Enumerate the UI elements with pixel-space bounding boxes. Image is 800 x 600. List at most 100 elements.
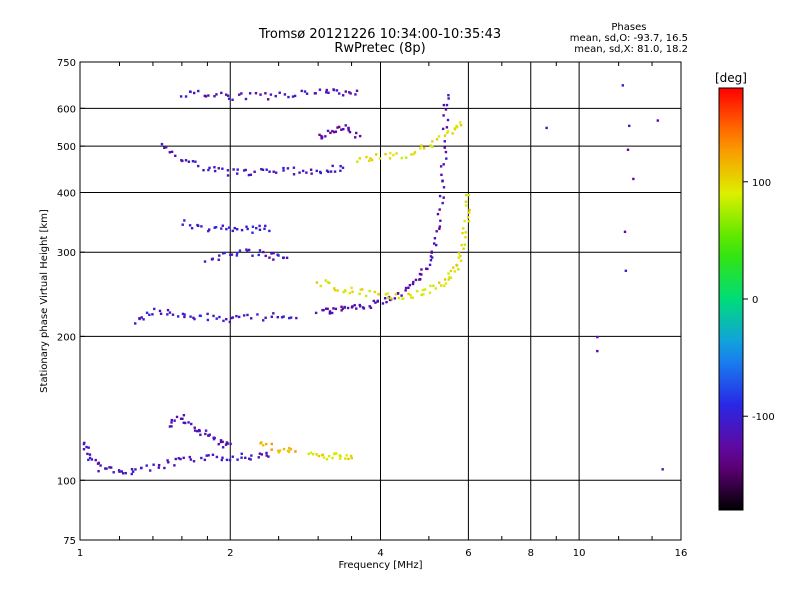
- data-point: [343, 305, 346, 309]
- data-point: [224, 443, 228, 446]
- data-point: [258, 249, 262, 252]
- data-point: [183, 219, 186, 222]
- data-point: [130, 468, 134, 471]
- data-point: [276, 315, 279, 319]
- data-point: [285, 256, 289, 260]
- data-point: [341, 307, 345, 310]
- data-point: [378, 157, 382, 160]
- data-point: [249, 458, 252, 461]
- data-point: [248, 92, 252, 95]
- data-point: [272, 170, 275, 173]
- data-point: [346, 306, 350, 310]
- data-point: [307, 452, 310, 456]
- data-point: [459, 254, 462, 258]
- data-point: [237, 315, 241, 319]
- data-point: [420, 293, 423, 297]
- data-point: [324, 279, 327, 282]
- data-point: [439, 219, 442, 222]
- data-point: [256, 313, 259, 316]
- data-point: [412, 152, 416, 156]
- data-point: [165, 146, 168, 149]
- data-point: [274, 171, 278, 174]
- data-point: [253, 170, 256, 173]
- data-point: [404, 289, 407, 292]
- data-point: [349, 92, 352, 95]
- data-point: [182, 421, 185, 424]
- data-point: [176, 315, 180, 318]
- data-point: [329, 170, 333, 173]
- data-point: [332, 452, 336, 456]
- data-point: [221, 252, 225, 255]
- chart-title: Tromsø 20121226 10:34:00-10:35:43: [258, 27, 502, 42]
- data-point: [179, 95, 183, 98]
- data-point: [170, 418, 174, 422]
- y-tick-label: 400: [57, 188, 76, 199]
- y-tick-label: 500: [57, 142, 76, 153]
- data-point: [327, 170, 330, 174]
- data-point: [467, 193, 471, 197]
- data-point: [86, 452, 89, 456]
- data-point: [228, 458, 232, 462]
- data-point: [118, 470, 121, 473]
- data-point: [320, 134, 323, 138]
- data-point: [467, 220, 471, 223]
- data-point: [422, 147, 426, 150]
- data-point: [196, 224, 200, 228]
- data-point: [340, 128, 343, 131]
- data-point: [327, 454, 331, 458]
- data-point: [163, 466, 166, 470]
- data-point: [315, 281, 319, 284]
- data-point: [355, 131, 358, 135]
- data-point: [468, 208, 471, 212]
- data-point: [227, 97, 231, 101]
- data-point: [189, 90, 192, 94]
- data-point: [265, 451, 268, 455]
- data-point: [225, 317, 228, 321]
- y-tick-label: 75: [63, 536, 76, 547]
- y-tick-label: 100: [57, 476, 76, 487]
- data-point: [303, 90, 307, 93]
- data-point: [374, 153, 378, 156]
- data-point: [194, 160, 197, 163]
- data-point: [215, 455, 219, 459]
- data-point: [229, 253, 232, 256]
- data-point: [207, 168, 210, 172]
- data-point: [221, 456, 224, 459]
- data-point: [187, 421, 190, 424]
- data-point: [365, 155, 368, 159]
- data-point: [220, 91, 223, 95]
- data-point: [384, 293, 388, 296]
- data-point: [104, 467, 107, 470]
- data-point: [462, 247, 465, 250]
- data-point: [245, 248, 248, 251]
- data-point: [449, 269, 453, 273]
- data-point: [444, 282, 448, 285]
- data-point: [457, 268, 460, 271]
- data-point: [409, 293, 412, 297]
- data-point: [182, 456, 185, 460]
- data-point: [282, 447, 286, 451]
- data-point: [222, 319, 225, 323]
- data-point: [255, 226, 258, 230]
- data-point: [410, 296, 413, 299]
- data-point: [202, 168, 205, 172]
- data-point: [442, 163, 445, 166]
- data-point: [429, 258, 433, 262]
- data-point: [463, 219, 466, 223]
- data-point: [464, 235, 467, 239]
- data-point: [332, 88, 336, 92]
- data-point: [175, 415, 179, 419]
- data-point: [204, 432, 207, 436]
- data-point: [181, 159, 184, 163]
- data-point: [621, 84, 625, 87]
- data-point: [151, 313, 154, 316]
- data-point: [145, 464, 148, 467]
- data-point: [448, 276, 451, 279]
- data-point: [331, 456, 334, 460]
- data-point: [213, 95, 216, 98]
- phase-stats-heading: Phases: [611, 22, 647, 33]
- data-point: [445, 157, 448, 160]
- data-point: [235, 314, 238, 318]
- data-point: [236, 168, 239, 171]
- data-point: [88, 456, 92, 460]
